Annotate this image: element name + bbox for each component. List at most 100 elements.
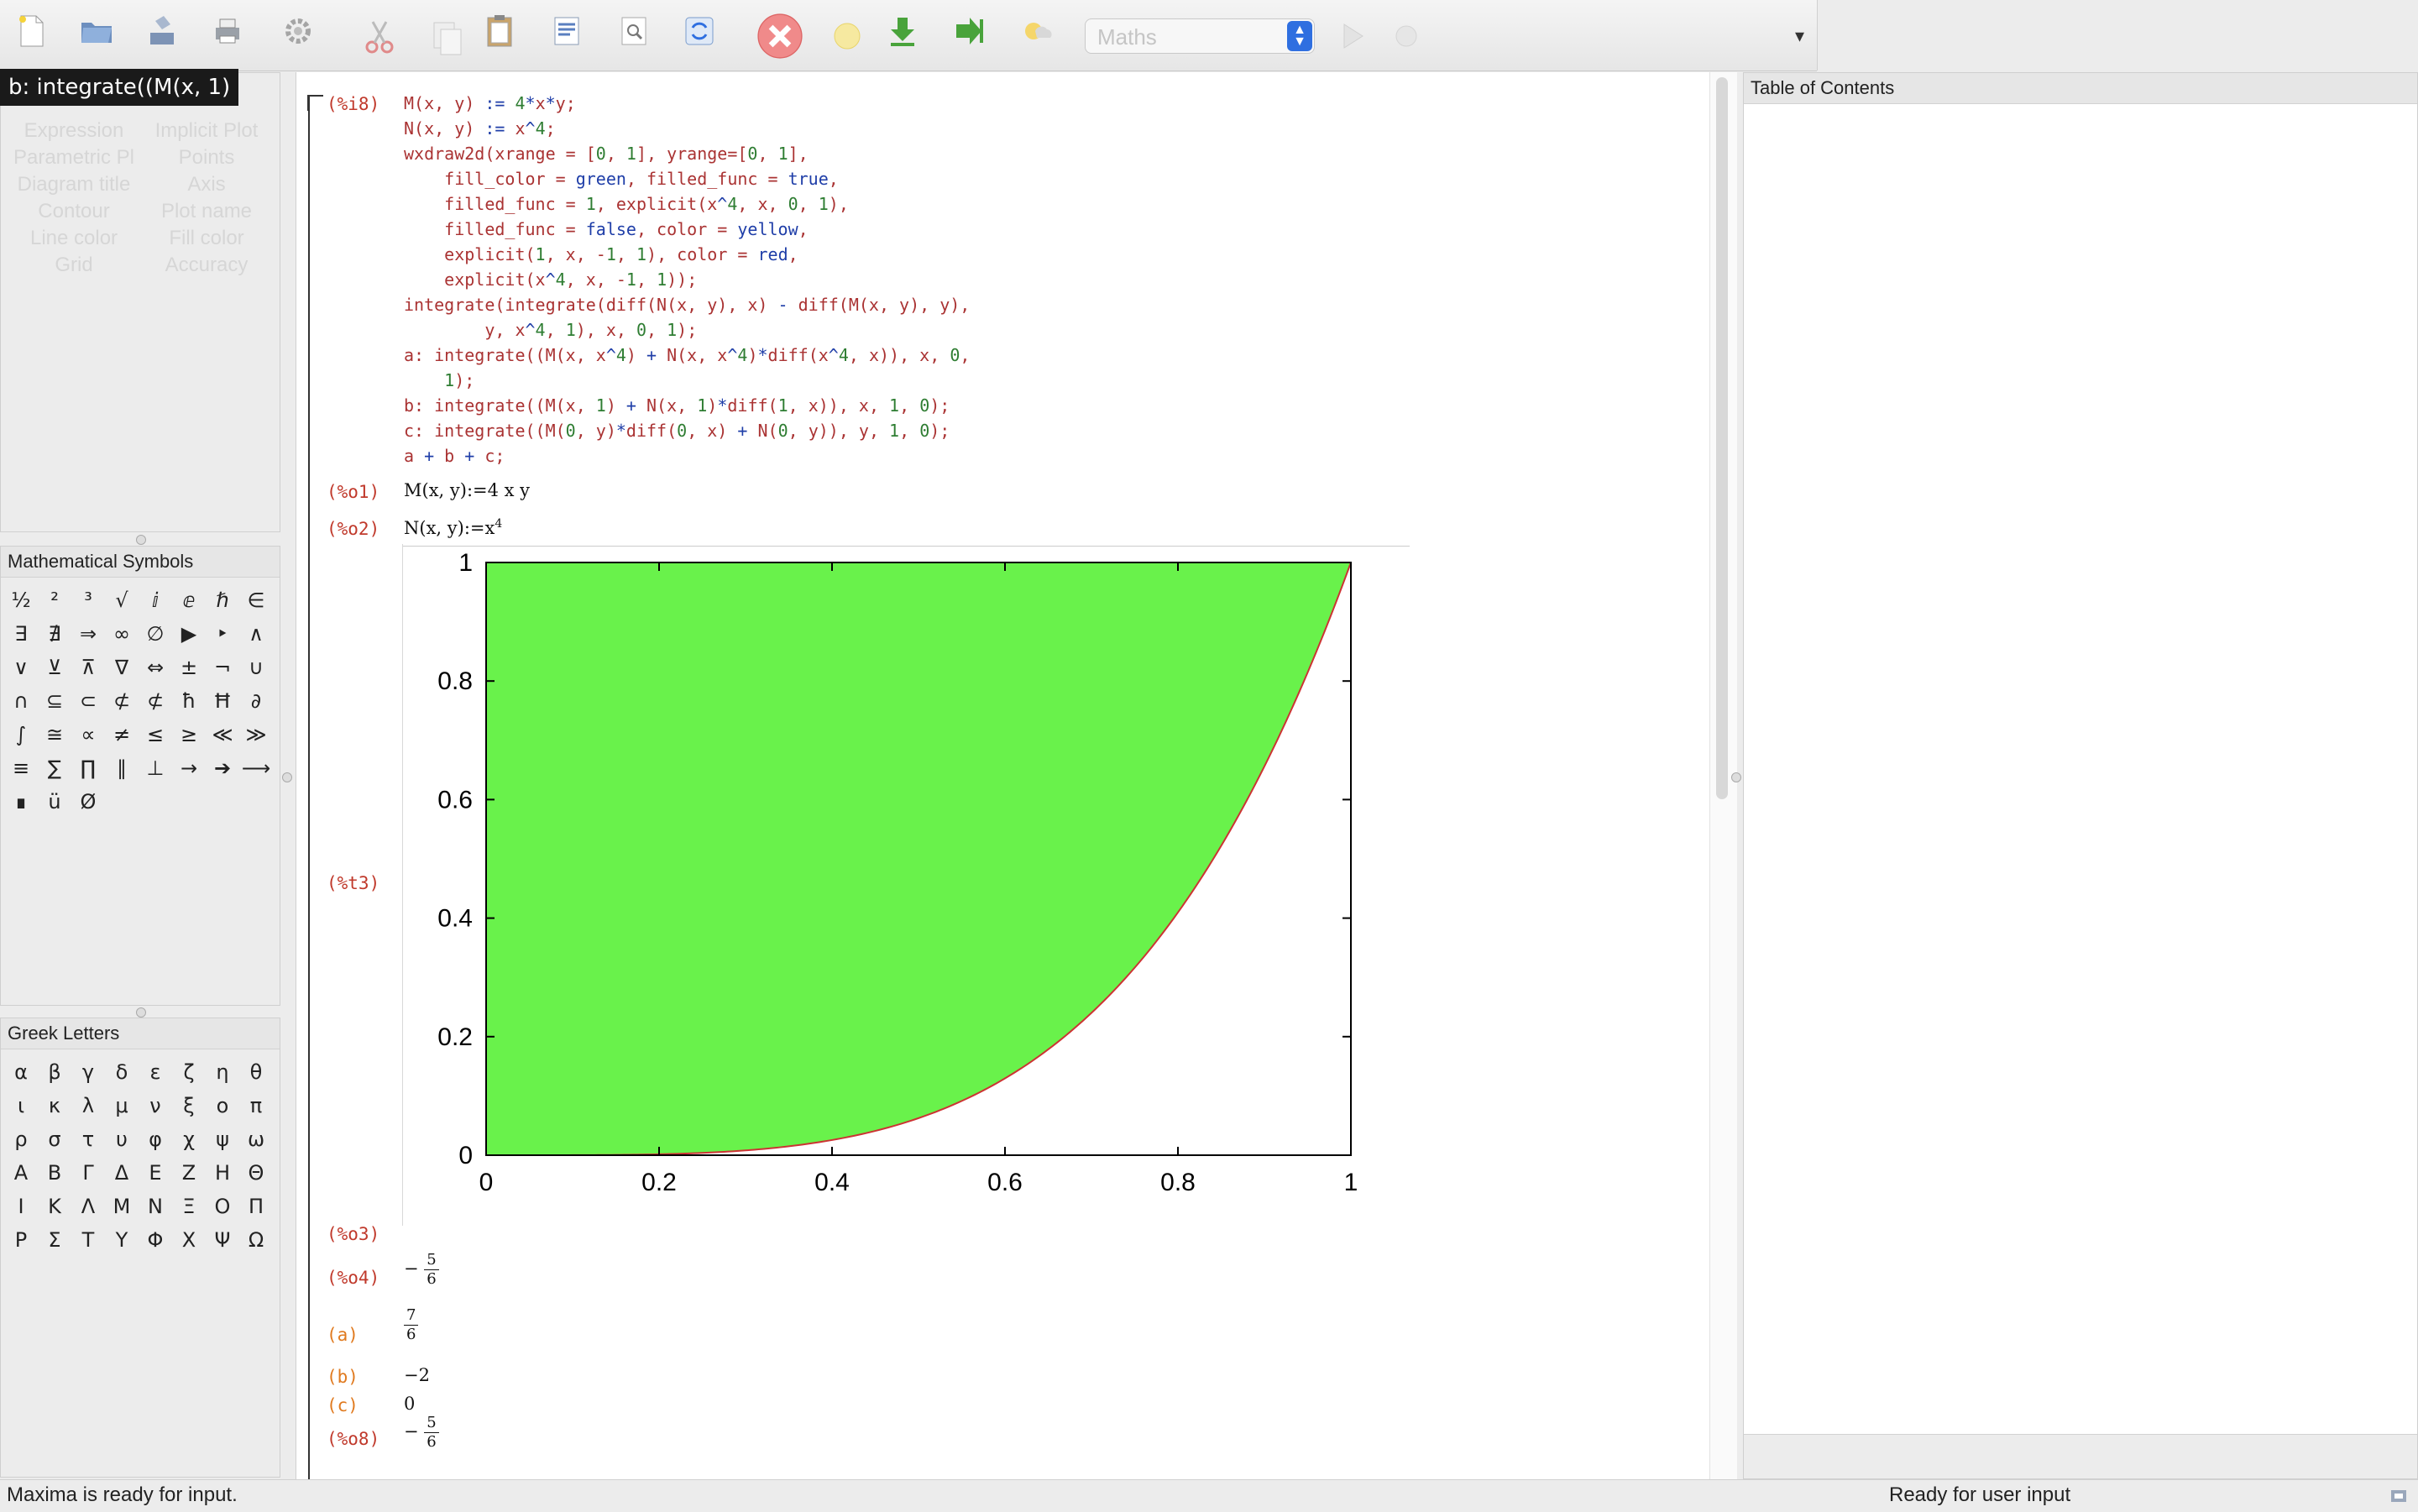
symbol-button[interactable]: ⊄ — [146, 689, 165, 713]
symbol-button[interactable]: ⟶ — [241, 756, 271, 780]
greek-letter-button[interactable]: Ω — [248, 1228, 264, 1252]
symbol-button[interactable]: ▶ — [181, 622, 197, 646]
symbol-button[interactable]: Ø — [80, 790, 97, 814]
draw-button[interactable]: Parametric Pl — [13, 146, 135, 169]
toc-resize-handle[interactable] — [1731, 772, 1741, 782]
greek-letter-button[interactable]: Β — [47, 1161, 62, 1185]
greek-letter-button[interactable]: γ — [81, 1060, 95, 1084]
symbol-button[interactable]: ¬ — [213, 656, 232, 679]
symbol-button[interactable]: ⅈ — [151, 589, 160, 612]
symbol-button[interactable]: ‣ — [216, 622, 229, 646]
greek-letter-button[interactable]: Θ — [248, 1161, 264, 1185]
greek-letter-button[interactable]: Ρ — [14, 1228, 28, 1252]
greek-letter-button[interactable]: Γ — [82, 1161, 94, 1185]
symbol-button[interactable]: ➔ — [213, 756, 232, 780]
settings-icon[interactable] — [275, 8, 321, 54]
draw-button[interactable]: Fill color — [169, 227, 244, 249]
greek-letter-button[interactable]: θ — [249, 1060, 263, 1084]
interrupt-icon[interactable] — [751, 7, 809, 65]
plot-image[interactable]: 0 0.2 0.4 0.6 0.8 1 0 0.2 0.4 0.6 0.8 1 — [401, 544, 1410, 1226]
greek-letter-button[interactable]: α — [14, 1060, 28, 1084]
greek-letter-button[interactable]: Κ — [48, 1195, 61, 1218]
greek-letter-button[interactable]: κ — [48, 1094, 61, 1117]
greek-letter-button[interactable]: Λ — [81, 1195, 96, 1218]
symbol-button[interactable]: ü — [48, 790, 61, 814]
cut-icon[interactable] — [353, 10, 406, 64]
draw-button[interactable]: Points — [178, 146, 235, 169]
greek-letter-button[interactable]: φ — [149, 1127, 162, 1151]
symbol-button[interactable]: ≥ — [180, 723, 198, 746]
symbol-button[interactable]: ² — [50, 589, 59, 612]
cell-fold-triangle-icon[interactable] — [306, 94, 325, 112]
new-file-icon[interactable] — [8, 8, 54, 54]
greek-letter-button[interactable]: ξ — [183, 1094, 195, 1117]
greek-letter-button[interactable]: λ — [81, 1094, 95, 1117]
greek-letter-button[interactable]: Ψ — [214, 1228, 231, 1252]
greek-letter-button[interactable]: ε — [149, 1060, 161, 1084]
symbol-button[interactable]: ∫ — [15, 723, 27, 746]
greek-letter-button[interactable]: Χ — [181, 1228, 196, 1252]
symbol-button[interactable]: ≠ — [113, 723, 131, 746]
draw-button[interactable]: Contour — [38, 200, 110, 222]
find-icon[interactable] — [611, 8, 657, 54]
symbol-button[interactable]: ∪ — [249, 656, 264, 679]
select-all-icon[interactable] — [544, 8, 589, 54]
symbol-button[interactable]: ⇒ — [79, 622, 97, 646]
greek-letter-button[interactable]: δ — [115, 1060, 128, 1084]
symbol-button[interactable]: ∇ — [114, 656, 129, 679]
greek-letter-button[interactable]: Ζ — [181, 1161, 196, 1185]
draw-button[interactable]: Diagram title — [17, 173, 131, 196]
greek-letter-button[interactable]: Φ — [147, 1228, 164, 1252]
toolbar-overflow-button[interactable]: ▾ — [1795, 25, 1805, 46]
worksheet[interactable]: (%i8) M(x, y) := 4*x*y; N(x, y) := x^4; wx… — [296, 72, 1710, 1479]
greek-letter-button[interactable]: ι — [17, 1094, 25, 1117]
symbol-button[interactable]: ⅇ — [182, 589, 196, 612]
symbol-button[interactable]: ∩ — [13, 689, 29, 713]
greek-letter-button[interactable]: Μ — [113, 1195, 131, 1218]
draw-button[interactable]: Accuracy — [165, 254, 249, 276]
draw-button[interactable]: Plot name — [160, 200, 253, 222]
panel-resize-handle[interactable] — [136, 535, 146, 545]
greek-letter-button[interactable]: ρ — [14, 1127, 28, 1151]
greek-letter-button[interactable]: Δ — [114, 1161, 129, 1185]
greek-letter-button[interactable]: ω — [247, 1127, 265, 1151]
symbol-button[interactable]: ∃ — [14, 622, 28, 646]
symbol-button[interactable]: ⇔ — [146, 656, 165, 679]
record-icon[interactable] — [1384, 13, 1429, 59]
panel-resize-handle[interactable] — [136, 1007, 146, 1018]
greek-letter-button[interactable]: Ξ — [182, 1195, 196, 1218]
save-icon[interactable] — [139, 8, 185, 54]
symbol-button[interactable]: ≪ — [212, 723, 233, 746]
greek-letter-button[interactable]: ψ — [216, 1127, 229, 1151]
greek-letter-button[interactable]: Α — [13, 1161, 29, 1185]
symbol-button[interactable]: ³ — [84, 589, 92, 612]
greek-letter-button[interactable]: τ — [81, 1127, 95, 1151]
symbol-button[interactable]: ≤ — [146, 723, 165, 746]
symbol-button[interactable]: ⊄ — [113, 689, 131, 713]
cell-bracket[interactable] — [308, 96, 315, 1479]
follow-icon[interactable] — [824, 13, 870, 59]
symbol-button[interactable]: ∥ — [117, 756, 127, 780]
greek-letter-button[interactable]: Υ — [115, 1228, 128, 1252]
sidebar-resize-handle[interactable] — [282, 772, 292, 782]
greek-letter-button[interactable]: η — [216, 1060, 229, 1084]
scrollbar-thumb[interactable] — [1716, 77, 1728, 799]
symbol-button[interactable]: ħ — [181, 689, 196, 713]
symbol-button[interactable]: ⊂ — [79, 689, 97, 713]
greek-letter-button[interactable]: υ — [116, 1127, 128, 1151]
symbol-button[interactable]: ℏ — [216, 589, 229, 612]
symbol-button[interactable]: ≅ — [45, 723, 64, 746]
skip-icon[interactable] — [947, 8, 992, 54]
greek-letter-button[interactable]: Ε — [149, 1161, 162, 1185]
greek-letter-button[interactable]: Ο — [214, 1195, 231, 1218]
greek-letter-button[interactable]: β — [48, 1060, 61, 1084]
draw-button[interactable]: Grid — [55, 254, 93, 276]
refresh-icon[interactable] — [677, 8, 722, 54]
symbol-button[interactable]: ∞ — [113, 622, 130, 646]
draw-button[interactable]: Axis — [187, 173, 226, 196]
greek-letter-button[interactable]: μ — [115, 1094, 128, 1117]
symbol-button[interactable]: ⊥ — [146, 756, 165, 780]
draw-button[interactable]: Implicit Plot — [154, 119, 259, 142]
symbol-button[interactable]: → — [180, 756, 198, 780]
print-icon[interactable] — [205, 8, 250, 54]
